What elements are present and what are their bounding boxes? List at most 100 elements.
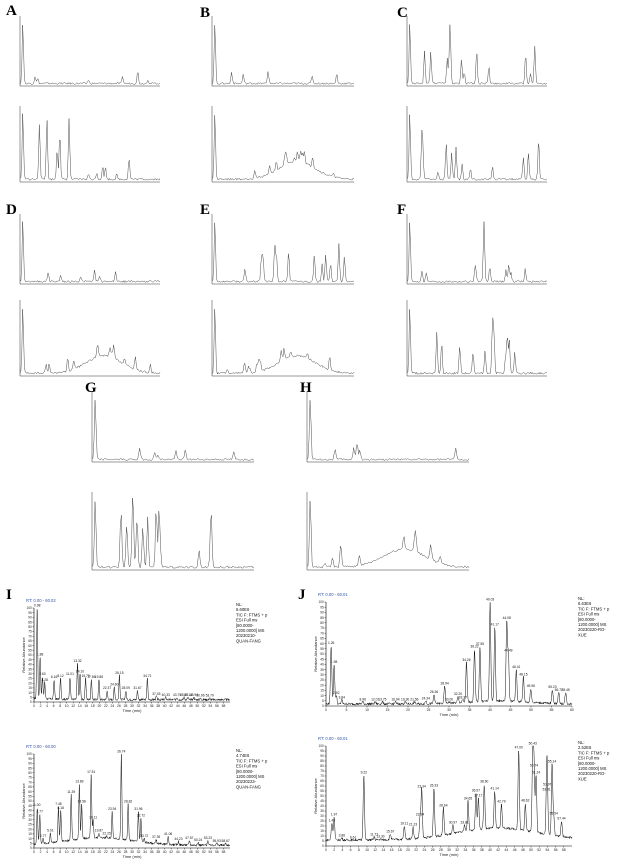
- rt-range-label: RT: 0.00 - 60.00: [26, 744, 56, 749]
- x-tick-label: 40: [488, 708, 492, 712]
- acquisition-info-line: 1200.0000] MS: [578, 766, 607, 771]
- x-tick-label: 30: [130, 850, 134, 854]
- peak-label: 47.57: [185, 836, 193, 840]
- peak-label: 44.23: [174, 837, 182, 841]
- small-chromatogram-panels: [19, 16, 548, 571]
- x-tick-label: 58: [222, 850, 226, 854]
- y-tick-label: 75: [28, 776, 32, 780]
- peak-label: 2.77: [40, 834, 47, 838]
- mini-tic-trace: [19, 221, 161, 283]
- x-tick-label: 54: [546, 848, 550, 852]
- acquisition-info-line: 20230220-RO-: [578, 627, 606, 632]
- peak-label: 24.60: [110, 682, 118, 686]
- y-tick-label: 90: [28, 616, 32, 620]
- y-tick-label: 30: [320, 814, 324, 818]
- x-tick-label: 42: [169, 704, 173, 708]
- peak-label: 58.67: [222, 839, 230, 843]
- x-tick-label: 44: [176, 704, 180, 708]
- peak-label: 57.44: [557, 817, 565, 821]
- peak-label: 0.98: [34, 604, 41, 608]
- x-tick-label: 36: [150, 850, 154, 854]
- x-tick-label: 14: [78, 850, 82, 854]
- y-tick-label: 45: [320, 799, 324, 803]
- x-tick-label: 2: [40, 850, 42, 854]
- x-tick-label: 14: [78, 704, 82, 708]
- x-tick-label: 20: [406, 848, 410, 852]
- peak-label: 1.98: [331, 660, 338, 664]
- x-tick-label: 34: [143, 704, 147, 708]
- peak-label: 37.45: [152, 692, 160, 696]
- peak-label: 55.93: [213, 839, 221, 843]
- acquisition-info-line: 2.52E6: [578, 745, 592, 750]
- x-tick-label: 22: [104, 704, 108, 708]
- peak-label: 37.39: [152, 835, 160, 839]
- y-tick-label: 70: [320, 631, 324, 635]
- y-tick-label: 90: [320, 611, 324, 615]
- x-tick-label: 40: [163, 704, 167, 708]
- panel-label-a: A: [6, 3, 17, 19]
- y-tick-label: 5: [322, 839, 324, 843]
- mini-tic-trace: [91, 497, 255, 569]
- chromatogram-i-bottom: RT: 0.00 - 60.00 0 5 10 15 20 25 30 35 40 45 50 55 60…: [21, 742, 292, 862]
- mini-tic-trace: [211, 115, 355, 181]
- x-tick-label: 5: [346, 708, 348, 712]
- peak-label: 44.49: [504, 648, 512, 652]
- y-tick-label: 85: [320, 759, 324, 763]
- x-tick-label: 24: [111, 704, 115, 708]
- peak-label: 15.79: [81, 674, 89, 678]
- x-tick-label: 36: [472, 848, 476, 852]
- x-tick-label: 30: [447, 848, 451, 852]
- x-tick-label: 28: [439, 848, 443, 852]
- acquisition-info-line: [80.0000-: [236, 769, 254, 774]
- peak-label: 17.51: [87, 770, 95, 774]
- x-tick-label: 6: [53, 850, 55, 854]
- y-tick-label: 70: [320, 774, 324, 778]
- peak-label: 26.36: [430, 690, 438, 694]
- peak-label: 6.16: [51, 675, 58, 679]
- peak-label: 33.72: [140, 834, 148, 838]
- peak-label: 36.57: [472, 789, 480, 793]
- y-tick-label: 35: [28, 813, 32, 817]
- x-tick-label: 32: [137, 704, 141, 708]
- x-tick-label: 44: [176, 850, 180, 854]
- y-tick-label: 40: [320, 804, 324, 808]
- y-tick-label: 95: [320, 605, 324, 609]
- y-tick-label: 5: [30, 842, 32, 846]
- x-tick-label: 32: [455, 848, 459, 852]
- acquisition-info-line: 6.63E6: [578, 601, 592, 606]
- y-tick-label: 5: [30, 696, 32, 700]
- peak-label: 55.14: [548, 760, 556, 764]
- x-tick-label: 58: [562, 848, 566, 852]
- x-tick-label: 6: [53, 704, 55, 708]
- peak-label: 34.26: [462, 658, 470, 662]
- peak-label: 37.17: [474, 794, 482, 798]
- x-tick-label: 4: [46, 704, 48, 708]
- x-tick-label: 34: [464, 848, 468, 852]
- mini-tic-trace: [306, 501, 470, 569]
- x-tick-label: 38: [156, 704, 160, 708]
- peak-label: 49.96: [527, 684, 535, 688]
- x-tick-label: 10: [65, 704, 69, 708]
- peak-label: 14.58: [77, 799, 85, 803]
- x-tick-label: 40: [163, 850, 167, 854]
- panel-label-i: I: [6, 587, 12, 603]
- x-axis-title: Time (min): [440, 712, 460, 717]
- x-tick-label: 50: [529, 708, 533, 712]
- peak-label: 58.45: [562, 688, 570, 692]
- peak-label: 3.84: [339, 695, 346, 699]
- peak-label: 46.41: [512, 665, 520, 669]
- peak-label: 34.71: [143, 674, 151, 678]
- tic-trace: [325, 745, 573, 842]
- y-tick-label: 60: [28, 790, 32, 794]
- x-tick-label: 42: [169, 850, 173, 854]
- peak-label: 11.39: [67, 790, 75, 794]
- y-tick-label: 80: [28, 771, 32, 775]
- mini-tic-trace: [406, 221, 548, 283]
- y-axis-title: Relative Abundance: [313, 635, 318, 671]
- x-tick-label: 54: [209, 850, 213, 854]
- peak-label: 56.77: [555, 688, 563, 692]
- mini-tic-trace: [211, 222, 355, 283]
- x-tick-label: 24: [111, 850, 115, 854]
- x-tick-label: 52: [202, 850, 206, 854]
- y-tick-label: 25: [320, 819, 324, 823]
